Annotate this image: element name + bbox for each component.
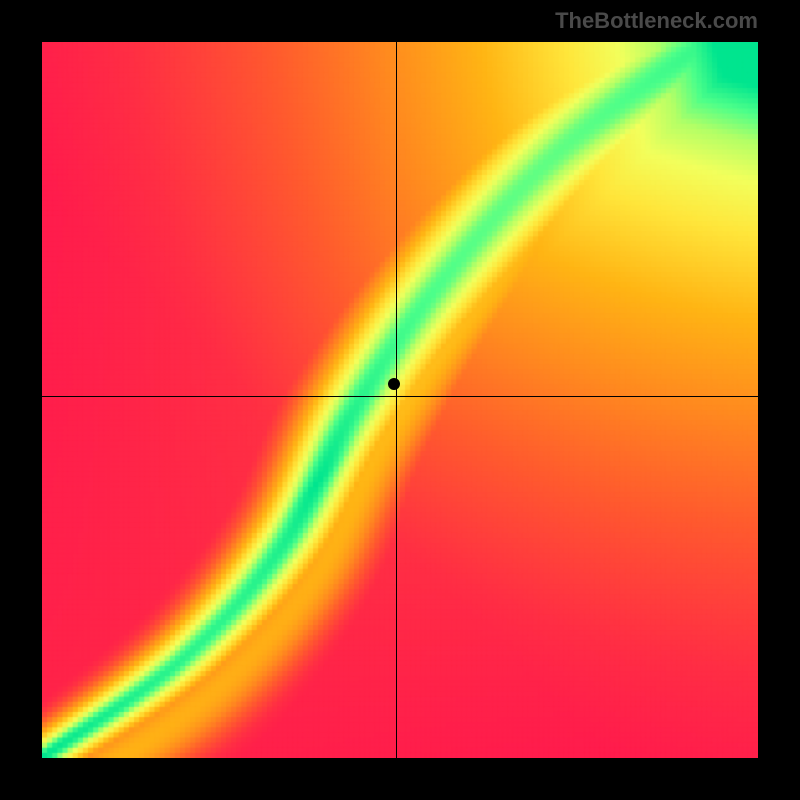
data-point-marker (388, 378, 400, 390)
watermark-label: TheBottleneck.com (555, 8, 758, 34)
chart-container: TheBottleneck.com (0, 0, 800, 800)
crosshair-horizontal (42, 396, 758, 397)
crosshair-vertical (396, 42, 397, 758)
heatmap-canvas (42, 42, 758, 758)
